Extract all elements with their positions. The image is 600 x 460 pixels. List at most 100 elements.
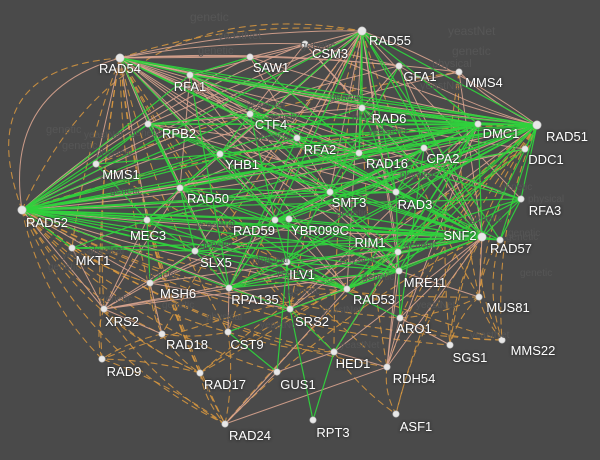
edge-physical[interactable]	[103, 219, 148, 310]
edge-physical[interactable]	[21, 209, 105, 310]
edge-physical[interactable]	[386, 317, 401, 368]
edge-yeastnet[interactable]	[361, 107, 538, 126]
graph-node-aro1[interactable]	[396, 314, 404, 322]
edge-yeastnet[interactable]	[21, 123, 149, 211]
edge-physical[interactable]	[149, 282, 163, 335]
edge-physical[interactable]	[361, 30, 538, 126]
graph-node-cpa2[interactable]	[420, 144, 428, 152]
edge-physical[interactable]	[179, 74, 191, 189]
graph-node-rad52[interactable]	[17, 205, 27, 215]
edge-yeastnet[interactable]	[21, 152, 360, 211]
edge-yeastnet[interactable]	[395, 191, 399, 253]
edge-yeastnet[interactable]	[397, 251, 401, 319]
edge-physical[interactable]	[119, 57, 221, 155]
edge-yeastnet[interactable]	[329, 191, 399, 253]
graph-node-snf2[interactable]	[477, 232, 487, 242]
edge-yeastnet[interactable]	[289, 288, 348, 310]
edge-yeastnet[interactable]	[286, 124, 538, 263]
graph-node-rdh54[interactable]	[383, 363, 391, 371]
edge-yeastnet[interactable]	[194, 191, 331, 252]
edge-genetic[interactable]	[478, 124, 538, 298]
graph-node-ddc1[interactable]	[521, 145, 529, 153]
edge-genetic[interactable]	[119, 57, 388, 368]
edge-yeastnet[interactable]	[346, 198, 522, 290]
edge-yeastnet[interactable]	[119, 57, 276, 221]
edge-physical[interactable]	[119, 55, 460, 73]
edge-yeastnet[interactable]	[21, 113, 251, 211]
graph-node-mms1[interactable]	[92, 160, 100, 168]
edge-yeastnet[interactable]	[146, 219, 348, 290]
edge-yeastnet[interactable]	[477, 123, 483, 238]
edge-genetic[interactable]	[21, 209, 163, 335]
graph-node-mms4[interactable]	[455, 68, 463, 76]
edge-yeastnet[interactable]	[346, 123, 479, 290]
edge-yeastnet[interactable]	[520, 124, 538, 200]
graph-node-ybr099c[interactable]	[285, 215, 293, 223]
graph-node-srs2[interactable]	[286, 305, 294, 313]
edge-genetic[interactable]	[224, 331, 232, 425]
edge-genetic[interactable]	[478, 239, 501, 298]
edge-genetic[interactable]	[95, 71, 460, 165]
graph-node-cst9[interactable]	[224, 328, 232, 336]
edge-yeastnet[interactable]	[21, 209, 73, 249]
graph-node-mec3[interactable]	[143, 216, 151, 224]
edge-physical[interactable]	[147, 30, 363, 125]
edge-yeastnet[interactable]	[228, 261, 288, 289]
graph-node-rad16[interactable]	[355, 149, 363, 157]
edge-yeastnet[interactable]	[361, 30, 538, 126]
edge-yeastnet[interactable]	[358, 124, 538, 154]
edge-yeastnet[interactable]	[146, 148, 526, 221]
edge-yeastnet[interactable]	[21, 209, 400, 272]
edge-yeastnet[interactable]	[228, 236, 483, 289]
edge-physical[interactable]	[189, 74, 331, 193]
edge-genetic[interactable]	[101, 358, 226, 425]
edge-physical[interactable]	[119, 57, 522, 200]
edge-physical[interactable]	[398, 65, 483, 238]
edge-physical[interactable]	[361, 30, 522, 200]
edge-yeastnet[interactable]	[346, 236, 483, 290]
graph-node-gfa1[interactable]	[395, 62, 403, 70]
edge-yeastnet[interactable]	[147, 123, 331, 193]
edge-genetic[interactable]	[71, 57, 121, 249]
edge-yeastnet[interactable]	[95, 153, 221, 165]
edge-yeastnet[interactable]	[194, 236, 483, 252]
edge-yeastnet[interactable]	[149, 250, 196, 284]
edge-physical[interactable]	[119, 30, 363, 59]
graph-node-rad3[interactable]	[392, 188, 400, 196]
edge-yeastnet[interactable]	[179, 187, 331, 193]
edge-genetic[interactable]	[449, 124, 538, 346]
edge-physical[interactable]	[21, 209, 483, 238]
edge-yeastnet[interactable]	[189, 74, 538, 126]
edge-yeastnet[interactable]	[249, 113, 479, 125]
edge-physical[interactable]	[399, 317, 451, 346]
edge-genetic[interactable]	[119, 57, 335, 353]
edge-physical[interactable]	[478, 236, 483, 298]
edge-yeastnet[interactable]	[194, 250, 288, 263]
edge-yeastnet[interactable]	[71, 236, 483, 249]
edge-yeastnet[interactable]	[499, 198, 522, 241]
edge-physical[interactable]	[228, 30, 363, 289]
edge-physical[interactable]	[224, 366, 388, 425]
edge-yeastnet[interactable]	[228, 287, 291, 310]
edge-yeastnet[interactable]	[398, 65, 425, 149]
graph-node-rfa1[interactable]	[186, 71, 194, 79]
edge-yeastnet[interactable]	[346, 270, 400, 290]
edge-yeastnet[interactable]	[346, 148, 526, 290]
edge-genetic[interactable]	[478, 296, 503, 341]
edge-genetic[interactable]	[21, 209, 229, 333]
edge-yeastnet[interactable]	[189, 74, 483, 238]
edge-yeastnet[interactable]	[119, 57, 538, 126]
edge-genetic[interactable]	[103, 308, 226, 425]
graph-node-rad18[interactable]	[158, 330, 166, 338]
edge-yeastnet[interactable]	[289, 308, 335, 353]
edge-physical[interactable]	[103, 308, 163, 335]
edge-physical[interactable]	[119, 57, 363, 109]
edge-yeastnet[interactable]	[21, 74, 191, 211]
edge-yeastnet[interactable]	[71, 247, 196, 252]
edge-genetic[interactable]	[95, 163, 503, 341]
edge-yeastnet[interactable]	[395, 123, 479, 193]
edge-yeastnet[interactable]	[146, 123, 479, 221]
edge-physical[interactable]	[119, 56, 251, 59]
edge-genetic[interactable]	[21, 209, 278, 373]
edge-yeastnet[interactable]	[219, 153, 276, 221]
